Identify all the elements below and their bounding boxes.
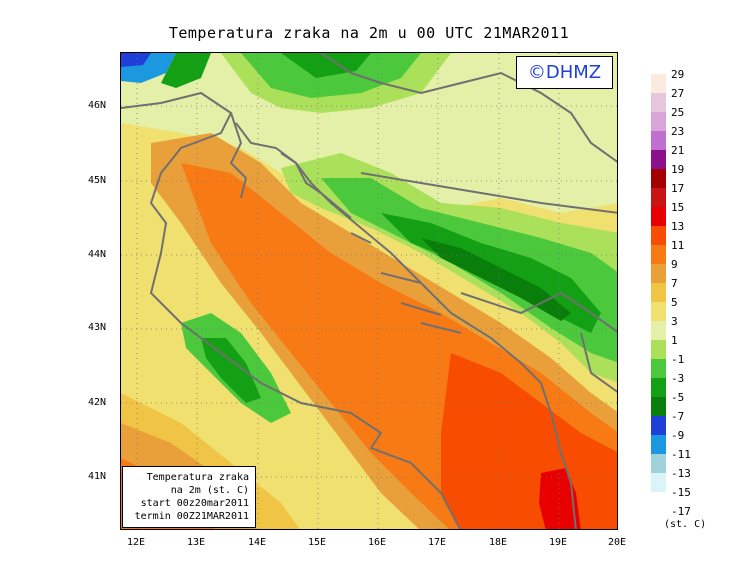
lon-tick-17e: 17E [427,537,447,548]
legend-label: 15 [671,201,685,214]
legend-label: -7 [671,410,685,423]
legend-swatch [651,302,666,321]
legend-label: -5 [671,391,685,404]
legend-swatch [651,378,666,397]
legend-label: 5 [671,296,678,309]
legend-label: -3 [671,372,685,385]
lon-tick-18e: 18E [488,537,508,548]
legend-label: 21 [671,144,685,157]
dhmz-copyright-logo: ©DHMZ [516,56,613,89]
legend-label: 3 [671,315,678,328]
legend-label: 13 [671,220,685,233]
lon-tick-16e: 16E [367,537,387,548]
legend-swatch [651,397,666,416]
legend-label: 9 [671,258,678,271]
legend-units: (st. C) [664,519,707,530]
legend-swatch [651,131,666,150]
legend-swatch [651,169,666,188]
legend-swatch [651,435,666,454]
legend-swatch [651,283,666,302]
legend-swatch [651,359,666,378]
legend-label: 1 [671,334,678,347]
legend-swatch [651,245,666,264]
legend-swatch [651,473,666,492]
lat-tick-41n: 41N [88,471,107,482]
legend-label: 11 [671,239,685,252]
lon-tick-13e: 13E [186,537,206,548]
map-title: Temperatura zraka na 2m u 00 UTC 21MAR20… [168,24,570,42]
legend-swatch [651,112,666,131]
lon-tick-20e: 20E [607,537,627,548]
temperature-field [121,53,617,529]
legend-label: -17 [671,505,691,518]
legend-swatch [651,321,666,340]
legend-swatch [651,207,666,226]
legend-label: -9 [671,429,685,442]
lat-tick-44n: 44N [88,249,107,260]
info-line-2: na 2m (st. C) [170,485,249,496]
lat-tick-45n: 45N [88,175,107,186]
legend-swatch [651,454,666,473]
legend-swatch [651,416,666,435]
lon-tick-19e: 19E [548,537,568,548]
info-line-3: start 00z20mar2011 [140,498,249,509]
lon-tick-14e: 14E [247,537,267,548]
lat-tick-46n: 46N [88,100,107,111]
coastline-lines [121,53,617,529]
legend-label: -1 [671,353,685,366]
legend-swatch [651,340,666,359]
legend-swatch [651,188,666,207]
legend-label: 17 [671,182,685,195]
legend-swatch [651,74,666,93]
info-box: Temperatura zraka na 2m (st. C) start 00… [122,466,256,528]
lon-tick-12e: 12E [126,537,146,548]
legend-label: 23 [671,125,685,138]
legend-label: -15 [671,486,691,499]
info-line-1: Temperatura zraka [146,472,249,483]
legend-label: -13 [671,467,691,480]
legend-label: 19 [671,163,685,176]
legend-label: -11 [671,448,691,461]
legend-swatch [651,264,666,283]
lon-tick-15e: 15E [307,537,327,548]
legend-label: 25 [671,106,685,119]
legend-label: 27 [671,87,685,100]
legend-label: 7 [671,277,678,290]
temperature-map[interactable] [120,52,618,530]
legend-swatch [651,492,666,511]
legend-label: 29 [671,68,685,81]
lat-tick-42n: 42N [88,397,107,408]
legend-swatch [651,150,666,169]
legend-swatch [651,93,666,112]
legend-swatch [651,226,666,245]
info-line-4: termin 00Z21MAR2011 [134,511,249,522]
lat-tick-43n: 43N [88,322,107,333]
